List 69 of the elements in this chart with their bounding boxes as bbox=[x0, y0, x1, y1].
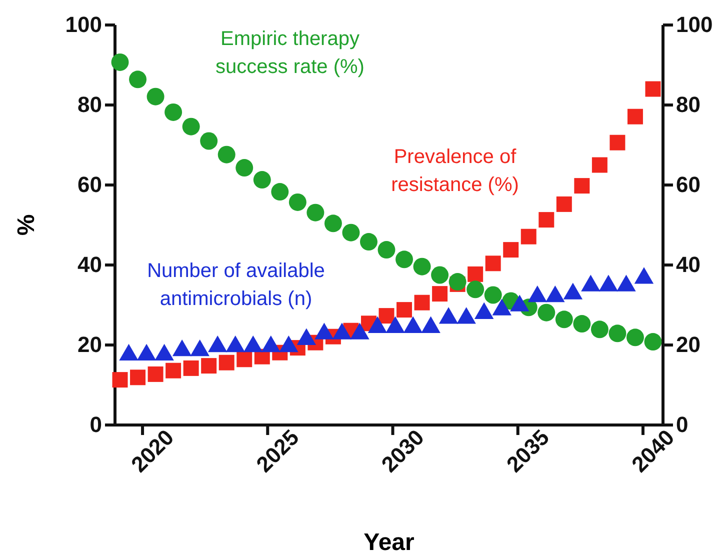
y2-tick-label: 0 bbox=[676, 412, 688, 438]
point bbox=[396, 302, 412, 318]
point bbox=[111, 53, 129, 71]
point bbox=[538, 304, 556, 322]
point bbox=[129, 70, 147, 88]
y-tick-label: 80 bbox=[78, 92, 102, 118]
y2-tick-label: 80 bbox=[676, 92, 700, 118]
point bbox=[183, 360, 199, 376]
point bbox=[342, 224, 360, 242]
point bbox=[146, 88, 164, 106]
point bbox=[574, 178, 590, 194]
point bbox=[396, 250, 414, 268]
point bbox=[448, 273, 466, 291]
point bbox=[166, 362, 182, 378]
x-axis-title: Year bbox=[364, 529, 414, 556]
point bbox=[592, 157, 608, 173]
point bbox=[645, 81, 661, 97]
point bbox=[556, 196, 572, 212]
text: Empiric therapy success rate (%) bbox=[216, 28, 364, 78]
point bbox=[271, 183, 289, 201]
y-tick-label: 20 bbox=[78, 332, 102, 358]
point bbox=[414, 294, 430, 310]
point bbox=[608, 324, 626, 342]
point bbox=[218, 146, 236, 164]
point bbox=[555, 310, 573, 328]
point bbox=[130, 370, 146, 386]
point bbox=[182, 118, 200, 136]
point bbox=[378, 241, 396, 259]
point bbox=[218, 354, 234, 370]
point bbox=[236, 159, 254, 177]
point bbox=[253, 171, 271, 189]
y2-tick-label: 40 bbox=[676, 252, 700, 278]
series-label: Prevalence of resistance (%) bbox=[391, 146, 519, 196]
point bbox=[200, 132, 218, 150]
point bbox=[503, 242, 519, 258]
point bbox=[590, 320, 608, 338]
y-tick-label: 40 bbox=[78, 252, 102, 278]
point bbox=[484, 286, 502, 304]
point bbox=[626, 328, 644, 346]
point bbox=[164, 103, 182, 121]
y2-tick-label: 100 bbox=[676, 12, 713, 38]
point bbox=[148, 366, 164, 382]
point bbox=[610, 134, 626, 150]
y2-tick-label: 20 bbox=[676, 332, 700, 358]
point bbox=[538, 212, 554, 228]
point bbox=[468, 266, 484, 282]
point bbox=[413, 258, 431, 276]
point bbox=[236, 352, 252, 368]
point bbox=[466, 280, 484, 298]
point bbox=[431, 266, 449, 284]
series-label: Number of available antimicrobials (n) bbox=[147, 260, 325, 310]
point bbox=[573, 315, 591, 333]
y-tick-label: 60 bbox=[78, 172, 102, 198]
y-tick-label: 0 bbox=[90, 412, 102, 438]
point bbox=[306, 204, 324, 222]
point bbox=[644, 333, 662, 351]
point bbox=[378, 308, 394, 324]
point bbox=[627, 108, 643, 124]
y2-tick-label: 60 bbox=[676, 172, 700, 198]
point bbox=[201, 358, 217, 374]
point bbox=[324, 214, 342, 232]
y-axis-title: % bbox=[13, 214, 40, 236]
point bbox=[520, 228, 536, 244]
point bbox=[432, 286, 448, 302]
point bbox=[288, 193, 306, 211]
point bbox=[485, 256, 501, 272]
y-tick-label: 100 bbox=[65, 12, 102, 38]
point bbox=[112, 372, 128, 388]
point bbox=[360, 233, 378, 251]
